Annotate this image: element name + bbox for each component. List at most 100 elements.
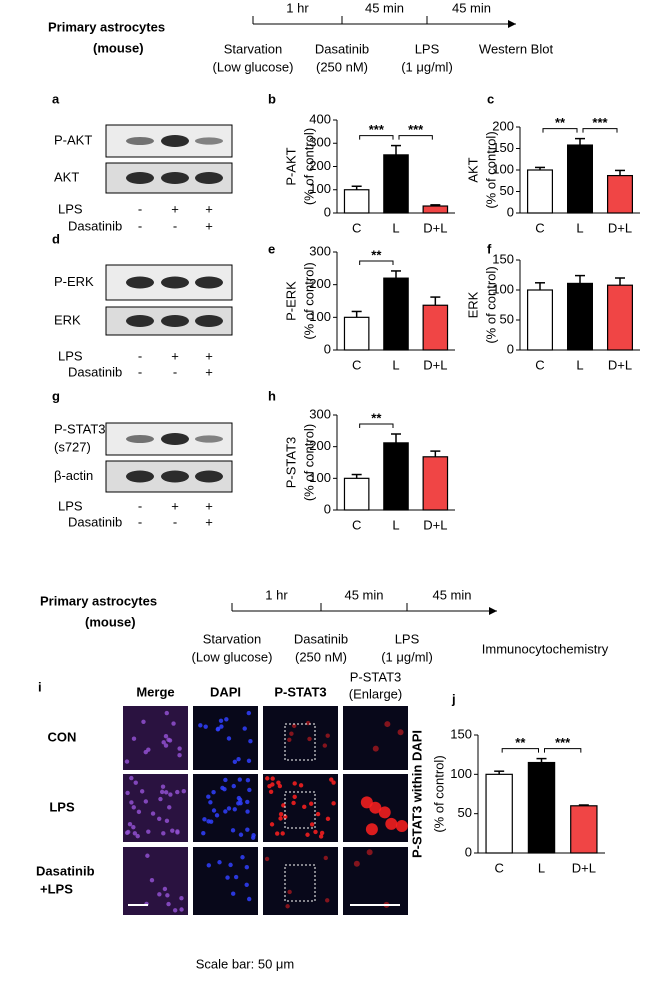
treatment-sign: + bbox=[171, 498, 179, 513]
blot-band bbox=[195, 276, 223, 289]
treatment-sign: + bbox=[205, 364, 213, 379]
cell bbox=[245, 799, 250, 805]
cell bbox=[226, 806, 232, 811]
micrograph bbox=[193, 847, 258, 915]
cell bbox=[302, 804, 307, 810]
x-tick-label: L bbox=[392, 220, 399, 235]
interval-label: 45 min bbox=[344, 587, 383, 602]
blot-band bbox=[161, 433, 189, 445]
step-label: (250 nM) bbox=[316, 59, 368, 74]
cell bbox=[159, 789, 165, 795]
y-tick-label: 200 bbox=[309, 276, 331, 291]
bar bbox=[422, 205, 449, 214]
bar bbox=[570, 805, 598, 854]
panel-letter: e bbox=[268, 241, 275, 256]
bar bbox=[526, 289, 553, 351]
blot-label: P-STAT3 bbox=[54, 421, 106, 436]
treatment-sign: + bbox=[205, 498, 213, 513]
cell bbox=[208, 800, 213, 805]
cell bbox=[157, 816, 162, 821]
blot-label: β-actin bbox=[54, 468, 93, 483]
cell bbox=[325, 816, 331, 822]
y-tick-label: 100 bbox=[492, 281, 514, 296]
blot-band bbox=[161, 172, 189, 184]
cell bbox=[171, 721, 176, 726]
cell bbox=[232, 759, 238, 764]
cell bbox=[322, 743, 328, 748]
cell bbox=[168, 792, 173, 797]
cell bbox=[136, 809, 142, 815]
cell bbox=[385, 817, 398, 830]
treatment-sign: + bbox=[205, 348, 213, 363]
cell bbox=[160, 784, 166, 789]
blot-band bbox=[161, 315, 189, 327]
y-axis-label: P-STAT3 within DAPI bbox=[409, 730, 424, 858]
cell bbox=[211, 789, 216, 795]
row-label: LPS bbox=[49, 799, 75, 814]
blot-label: P-ERK bbox=[54, 274, 94, 289]
bar bbox=[343, 316, 370, 351]
cell bbox=[325, 898, 330, 903]
y-tick-label: 0 bbox=[324, 204, 331, 219]
significance-bracket bbox=[398, 135, 433, 140]
x-tick-label: D+L bbox=[423, 357, 447, 372]
blot-band bbox=[126, 172, 154, 184]
cell bbox=[206, 794, 211, 799]
bar bbox=[383, 154, 409, 214]
zoom-box bbox=[284, 723, 316, 761]
significance-label: *** bbox=[555, 735, 571, 750]
cell bbox=[202, 817, 207, 822]
y-tick-label: 100 bbox=[309, 309, 331, 324]
y-tick-label: 100 bbox=[492, 161, 514, 176]
cell bbox=[270, 782, 275, 787]
cell bbox=[283, 814, 288, 819]
cell bbox=[167, 738, 173, 743]
treatment-sign: - bbox=[173, 514, 177, 529]
x-tick-label: L bbox=[538, 860, 545, 875]
treatment-sign: - bbox=[138, 514, 142, 529]
significance-label: ** bbox=[371, 247, 382, 262]
cell bbox=[175, 789, 180, 795]
panel-letter: i bbox=[38, 679, 42, 694]
cell bbox=[244, 882, 249, 888]
cell bbox=[331, 780, 336, 785]
x-tick-label: L bbox=[576, 220, 583, 235]
cell bbox=[287, 889, 292, 895]
cell bbox=[309, 822, 315, 827]
y-tick-label: 50 bbox=[458, 805, 472, 820]
cell bbox=[395, 820, 408, 833]
cell bbox=[237, 777, 243, 782]
y-tick-label: 150 bbox=[492, 140, 514, 155]
cell bbox=[305, 832, 310, 837]
step-label: Dasatinib bbox=[315, 41, 369, 56]
step-label: Starvation bbox=[224, 41, 283, 56]
cell bbox=[170, 828, 175, 833]
zoom-box bbox=[284, 791, 316, 829]
cell bbox=[206, 863, 212, 868]
cell bbox=[244, 865, 250, 870]
zoom-box bbox=[284, 864, 316, 902]
significance-label: ** bbox=[555, 115, 566, 130]
y-tick-label: 50 bbox=[500, 311, 514, 326]
cell bbox=[289, 731, 294, 736]
cell bbox=[308, 801, 314, 806]
cell bbox=[245, 809, 250, 814]
column-header: (Enlarge) bbox=[349, 686, 402, 701]
bar bbox=[606, 174, 633, 214]
panel-letter: d bbox=[52, 231, 60, 246]
micrograph bbox=[193, 706, 258, 770]
significance-label: ** bbox=[371, 410, 382, 425]
cell bbox=[246, 896, 252, 902]
timeline-label: Primary astrocytes bbox=[40, 593, 157, 608]
y-tick-label: 0 bbox=[507, 341, 514, 356]
cell bbox=[131, 805, 136, 810]
y-axis-label: (% of control) bbox=[301, 128, 316, 205]
step-label: (1 μg/ml) bbox=[381, 649, 433, 664]
timeline-label: (mouse) bbox=[93, 40, 144, 55]
blot-label: ERK bbox=[54, 312, 81, 327]
bar bbox=[422, 304, 449, 351]
blot-band bbox=[126, 470, 154, 483]
step-label: (250 nM) bbox=[295, 649, 347, 664]
y-tick-label: 0 bbox=[465, 844, 472, 859]
